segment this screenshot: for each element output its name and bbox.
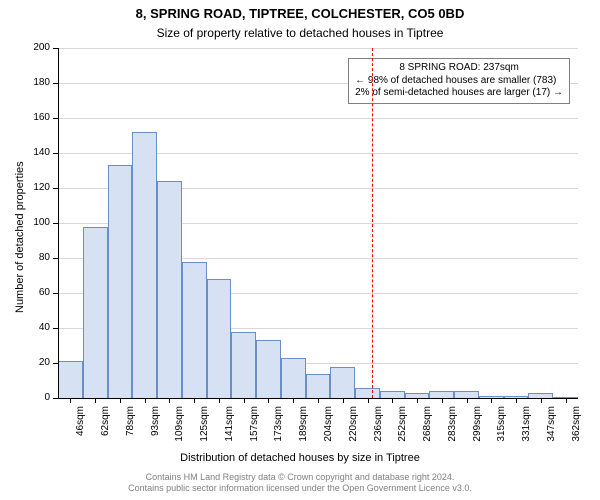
bar: [182, 262, 207, 399]
x-tick: [516, 398, 517, 403]
x-tick: [442, 398, 443, 403]
bar: [380, 391, 405, 398]
annotation-line: 8 SPRING ROAD: 237sqm: [355, 62, 563, 75]
x-tick-label: 268sqm: [422, 406, 433, 466]
y-axis-line: [58, 48, 59, 398]
bar: [454, 391, 479, 398]
bar: [429, 391, 454, 398]
grid-line: [58, 118, 578, 119]
x-tick-label: 62sqm: [100, 406, 111, 466]
bar: [306, 374, 331, 399]
bar: [207, 279, 232, 398]
annotation-line: 2% of semi-detached houses are larger (1…: [355, 87, 563, 100]
x-tick-label: 252sqm: [397, 406, 408, 466]
x-tick-label: 141sqm: [224, 406, 235, 466]
x-tick: [145, 398, 146, 403]
x-tick-label: 315sqm: [496, 406, 507, 466]
footer-line-1: Contains HM Land Registry data © Crown c…: [0, 472, 600, 483]
x-tick-label: 93sqm: [150, 406, 161, 466]
bar: [58, 361, 83, 398]
y-tick-label: 40: [20, 322, 50, 333]
x-tick: [95, 398, 96, 403]
x-tick: [368, 398, 369, 403]
x-tick: [194, 398, 195, 403]
chart-subtitle: Size of property relative to detached ho…: [0, 26, 600, 40]
x-tick: [70, 398, 71, 403]
bar: [330, 367, 355, 399]
x-tick: [417, 398, 418, 403]
annotation-box: 8 SPRING ROAD: 237sqm← 98% of detached h…: [348, 58, 570, 104]
x-tick: [244, 398, 245, 403]
x-tick: [169, 398, 170, 403]
bar: [281, 358, 306, 398]
y-tick-label: 20: [20, 357, 50, 368]
grid-line: [58, 48, 578, 49]
x-tick-label: 157sqm: [249, 406, 260, 466]
x-tick: [491, 398, 492, 403]
x-tick: [318, 398, 319, 403]
x-tick-label: 362sqm: [571, 406, 582, 466]
x-tick-label: 204sqm: [323, 406, 334, 466]
x-tick-label: 109sqm: [174, 406, 185, 466]
annotation-line: ← 98% of detached houses are smaller (78…: [355, 75, 563, 88]
x-tick: [392, 398, 393, 403]
y-tick-label: 60: [20, 287, 50, 298]
x-tick-label: 125sqm: [199, 406, 210, 466]
x-tick: [541, 398, 542, 403]
bar: [231, 332, 256, 399]
x-tick: [268, 398, 269, 403]
x-tick-label: 236sqm: [373, 406, 384, 466]
x-tick-label: 220sqm: [348, 406, 359, 466]
x-tick-label: 347sqm: [546, 406, 557, 466]
x-tick-label: 283sqm: [447, 406, 458, 466]
x-tick: [467, 398, 468, 403]
y-tick-label: 200: [20, 42, 50, 53]
chart-title: 8, SPRING ROAD, TIPTREE, COLCHESTER, CO5…: [0, 6, 600, 21]
bar: [355, 388, 380, 399]
y-tick-label: 140: [20, 147, 50, 158]
y-tick-label: 120: [20, 182, 50, 193]
x-tick: [566, 398, 567, 403]
x-tick-label: 46sqm: [75, 406, 86, 466]
y-tick-label: 180: [20, 77, 50, 88]
bar: [108, 165, 133, 398]
marker-line: [372, 48, 373, 398]
x-tick: [343, 398, 344, 403]
footer-credits: Contains HM Land Registry data © Crown c…: [0, 472, 600, 494]
x-tick: [293, 398, 294, 403]
chart-container: 8, SPRING ROAD, TIPTREE, COLCHESTER, CO5…: [0, 0, 600, 500]
x-tick-label: 331sqm: [521, 406, 532, 466]
y-tick-label: 100: [20, 217, 50, 228]
x-tick: [219, 398, 220, 403]
bar: [157, 181, 182, 398]
footer-line-2: Contains public sector information licen…: [0, 483, 600, 494]
y-tick-label: 160: [20, 112, 50, 123]
bar: [132, 132, 157, 398]
y-tick-label: 0: [20, 392, 50, 403]
x-tick-label: 78sqm: [125, 406, 136, 466]
x-tick-label: 189sqm: [298, 406, 309, 466]
x-tick-label: 299sqm: [472, 406, 483, 466]
y-tick-label: 80: [20, 252, 50, 263]
bar: [256, 340, 281, 398]
bar: [83, 227, 108, 399]
x-tick-label: 173sqm: [273, 406, 284, 466]
x-tick: [120, 398, 121, 403]
